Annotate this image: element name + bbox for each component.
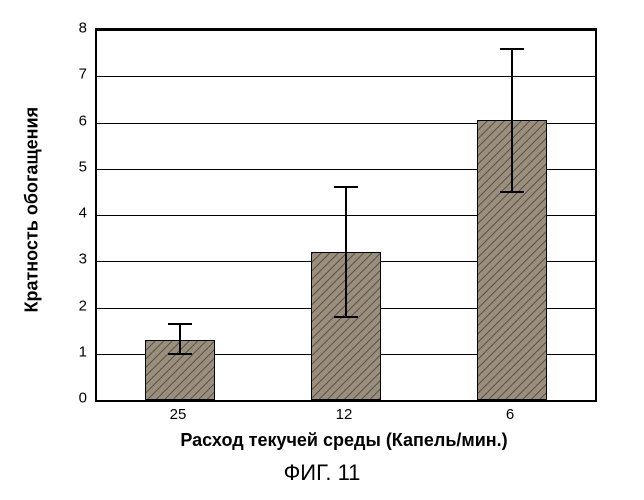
error-bar-cap bbox=[334, 316, 358, 318]
x-tick-label: 6 bbox=[506, 406, 514, 423]
figure: Кратность обогащения Расход текучей сред… bbox=[0, 0, 644, 500]
y-tick-label: 3 bbox=[65, 251, 87, 268]
gridline bbox=[97, 30, 595, 31]
error-bar-cap bbox=[500, 191, 524, 193]
y-tick-label: 7 bbox=[65, 66, 87, 83]
plot-area bbox=[95, 28, 597, 402]
figure-caption: ФИГ. 11 bbox=[0, 460, 644, 486]
error-bar bbox=[179, 324, 181, 354]
x-tick-label: 12 bbox=[336, 406, 353, 423]
x-tick-label: 25 bbox=[170, 406, 187, 423]
y-tick-label: 8 bbox=[65, 20, 87, 37]
x-axis-label: Расход текучей среды (Капель/мин.) bbox=[95, 430, 593, 451]
error-bar-cap bbox=[500, 48, 524, 50]
error-bar bbox=[345, 187, 347, 317]
error-bar bbox=[511, 49, 513, 192]
gridline bbox=[97, 76, 595, 77]
y-tick-label: 4 bbox=[65, 205, 87, 222]
y-tick-label: 2 bbox=[65, 297, 87, 314]
error-bar-cap bbox=[168, 353, 192, 355]
y-tick-label: 1 bbox=[65, 343, 87, 360]
y-axis-label: Кратность обогащения bbox=[22, 113, 43, 313]
y-tick-label: 6 bbox=[65, 112, 87, 129]
error-bar-cap bbox=[168, 323, 192, 325]
y-tick-label: 0 bbox=[65, 390, 87, 407]
error-bar-cap bbox=[334, 186, 358, 188]
y-tick-label: 5 bbox=[65, 158, 87, 175]
